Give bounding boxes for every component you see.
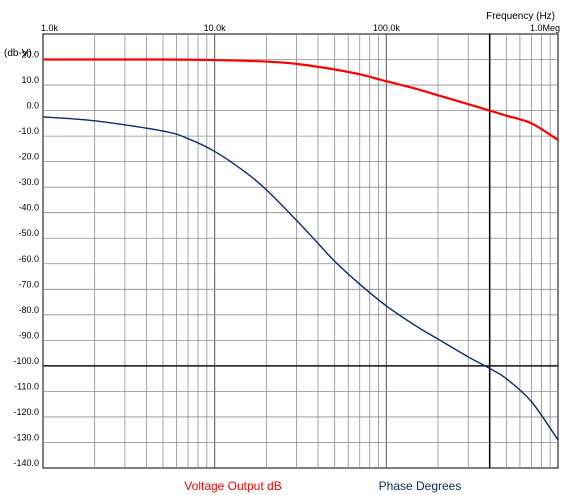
x-tick-label: 1.0k — [41, 23, 59, 33]
y-tick-label: -140.0 — [13, 458, 39, 468]
y-tick-label: -40.0 — [18, 203, 39, 213]
legend-phase: Phase Degrees — [379, 479, 462, 493]
y-tick-label: -20.0 — [18, 152, 39, 162]
series-lines — [42, 58, 559, 441]
grid — [43, 34, 558, 468]
y-tick-label: -90.0 — [18, 330, 39, 340]
x-axis-title: Frequency (Hz) — [486, 11, 555, 22]
series-line-voltage — [43, 58, 559, 141]
y-tick-label: -120.0 — [13, 407, 39, 417]
y-tick-label: 20.0 — [21, 50, 39, 60]
y-axis-title: (db-V) — [4, 48, 32, 59]
y-tick-label: -100.0 — [13, 356, 39, 366]
y-tick-label: -10.0 — [18, 126, 39, 136]
x-tick-label: 10.0k — [204, 23, 227, 33]
y-tick-label: 0.0 — [26, 101, 39, 111]
y-tick-label: -130.0 — [13, 432, 39, 442]
series-line-phase — [42, 116, 559, 441]
y-tick-label: -70.0 — [18, 279, 39, 289]
legend-voltage: Voltage Output dB — [184, 479, 281, 493]
y-tick-label: -110.0 — [14, 381, 39, 391]
y-tick-label: -60.0 — [18, 254, 39, 264]
cursor-lines — [43, 34, 558, 468]
x-tick-label: 1.0Meg — [530, 23, 560, 33]
y-tick-label: -80.0 — [18, 305, 39, 315]
x-tick-label: 100.0k — [373, 23, 401, 33]
y-tick-label: -30.0 — [18, 177, 39, 187]
y-tick-label: 10.0 — [21, 75, 39, 85]
y-tick-label: -50.0 — [18, 228, 39, 238]
plot-area — [42, 33, 559, 469]
tick-labels: 1.0k 10.0k 100.0k 1.0Meg 20.0 10.0 0.0 -10.0 -20… — [13, 23, 560, 468]
